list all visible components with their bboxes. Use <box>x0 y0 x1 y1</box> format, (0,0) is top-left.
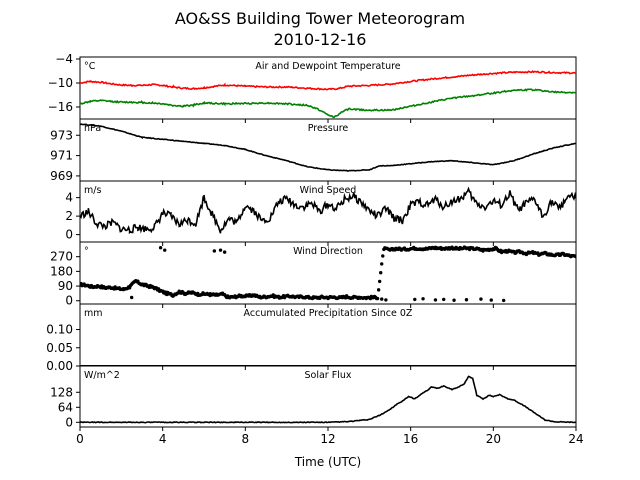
data-point <box>163 248 167 252</box>
panel-unit: mm <box>84 308 103 319</box>
y-tick-label: 0.10 <box>46 323 73 337</box>
data-point <box>212 249 217 253</box>
data-point <box>442 297 446 302</box>
panels: −4 −10 −16 °C Air and Dewpoint Temperature 97… <box>46 52 577 431</box>
data-point <box>377 279 382 284</box>
y-tick-label: 270 <box>50 250 73 264</box>
x-axis-label: Time (UTC) <box>294 455 361 469</box>
x-tick-label: 4 <box>159 432 167 446</box>
series-line-air <box>80 70 576 91</box>
y-tick-label: 969 <box>50 169 73 183</box>
y-tick-label: 180 <box>50 264 73 278</box>
series-line-s0 <box>80 186 576 235</box>
data-point <box>464 298 469 302</box>
data-point <box>222 250 227 254</box>
figure-subtitle: 2010-12-16 <box>274 30 367 49</box>
panel-2: 973 971 969 hPa Pressure <box>50 118 577 185</box>
panel-unit: °C <box>84 61 96 72</box>
x-tick-label: 16 <box>403 432 418 446</box>
panel-5: 0.10 0.05 0.00 mm Accumulated Precipitation … <box>46 303 577 373</box>
panel-title: Accumulated Precipitation Since 0Z <box>244 308 413 319</box>
panel-title: Solar Flux <box>305 370 352 381</box>
data-point <box>218 248 223 252</box>
data-point <box>452 298 456 302</box>
data-point <box>479 297 483 301</box>
y-tick-label: 64 <box>58 400 73 414</box>
panel-3: 4 2 0 m/s Wind Speed <box>65 180 577 246</box>
y-tick-label: 0 <box>65 415 73 429</box>
data-point <box>158 246 163 250</box>
panel-unit: m/s <box>84 185 101 196</box>
panel-unit: W/m^2 <box>84 370 120 381</box>
y-tick-label: 973 <box>50 128 73 142</box>
panel-title: Wind Direction <box>293 246 363 257</box>
panel-title: Air and Dewpoint Temperature <box>255 61 400 72</box>
panel-title: Pressure <box>308 123 349 134</box>
wind-direction-points <box>80 245 576 301</box>
data-point <box>375 296 380 301</box>
data-point <box>384 298 388 302</box>
data-point <box>433 298 438 302</box>
panel-unit: hPa <box>84 123 101 134</box>
wind-direction-points <box>129 246 506 303</box>
series-line-s0 <box>80 375 576 424</box>
y-tick-label: 0 <box>65 228 73 242</box>
series-line-s0 <box>80 123 576 172</box>
y-tick-label: −10 <box>48 76 73 90</box>
data-point <box>501 298 506 303</box>
panel-1: −4 −10 −16 °C Air and Dewpoint Temperature <box>48 52 577 123</box>
data-point <box>380 262 384 266</box>
data-point <box>381 254 385 258</box>
y-tick-label: 971 <box>50 149 73 163</box>
panel-title: Wind Speed <box>300 185 357 196</box>
y-tick-label: 4 <box>65 191 73 205</box>
data-point <box>574 254 576 259</box>
data-point <box>489 298 493 302</box>
x-axis: 0 4 8 12 16 20 24 <box>76 432 583 446</box>
series-line-dewpoint <box>80 88 576 119</box>
data-point <box>376 288 381 292</box>
y-tick-label: 90 <box>58 279 73 293</box>
panel-unit: ° <box>84 246 89 257</box>
y-tick-label: 0.00 <box>46 359 73 373</box>
y-tick-label: 2 <box>65 209 73 223</box>
data-point <box>129 295 134 300</box>
y-tick-label: 0.05 <box>46 341 73 355</box>
y-tick-label: 128 <box>50 385 73 399</box>
x-tick-label: 20 <box>486 432 501 446</box>
data-point <box>380 297 384 301</box>
y-tick-label: 0 <box>65 294 73 308</box>
x-tick-label: 8 <box>242 432 250 446</box>
data-point <box>421 297 425 301</box>
data-point <box>379 271 383 275</box>
figure-title: AO&SS Building Tower Meteorogram <box>175 9 465 28</box>
x-tick-label: 0 <box>76 432 84 446</box>
y-tick-label: −4 <box>55 52 73 66</box>
data-point <box>413 297 417 302</box>
x-tick-label: 12 <box>320 432 335 446</box>
y-tick-label: −16 <box>48 100 73 114</box>
x-tick-label: 24 <box>568 432 583 446</box>
